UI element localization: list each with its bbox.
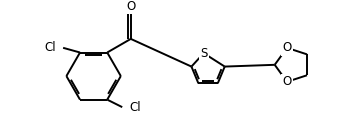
- Text: Cl: Cl: [130, 101, 141, 114]
- Text: S: S: [200, 47, 207, 60]
- Text: O: O: [126, 0, 135, 13]
- Text: O: O: [282, 41, 292, 54]
- Text: Cl: Cl: [44, 41, 55, 54]
- Text: O: O: [282, 75, 292, 88]
